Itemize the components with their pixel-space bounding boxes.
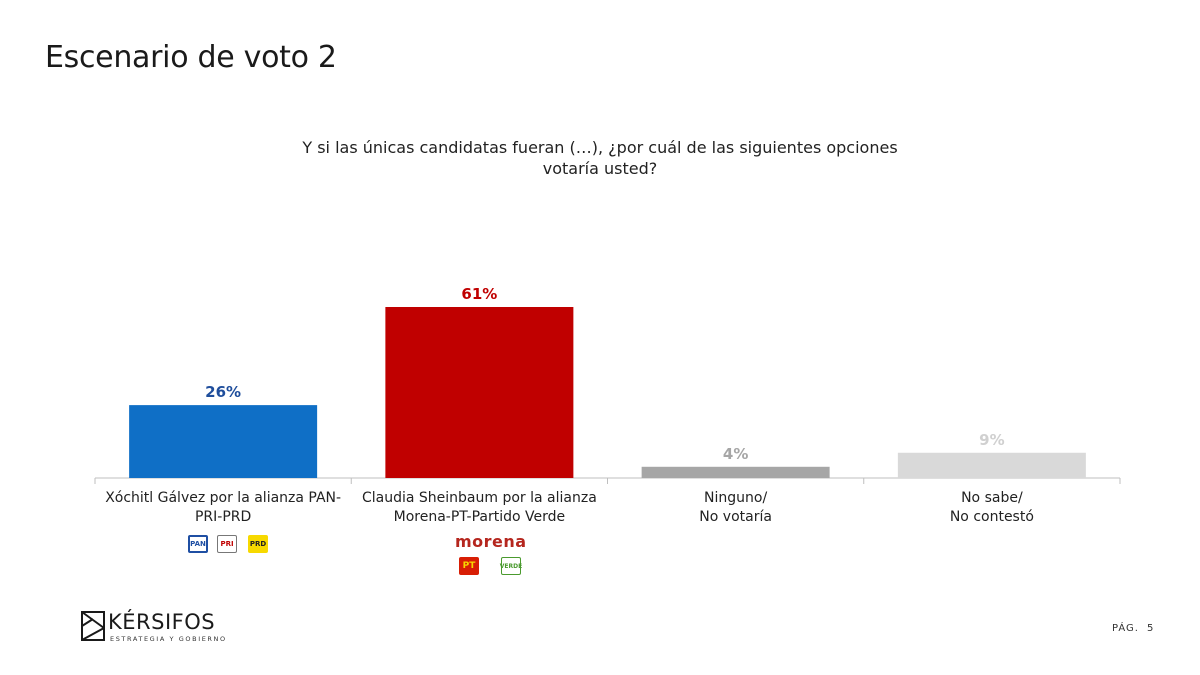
verde-logo-icon: VERDE bbox=[500, 557, 522, 575]
chart-question: Y si las únicas candidatas fueran (…), ¿… bbox=[302, 138, 898, 178]
data-label-2: 61% bbox=[461, 285, 497, 303]
category-label-2: Claudia Sheinbaum por la alianza Morena-… bbox=[361, 490, 597, 525]
page-number-value: 5 bbox=[1146, 623, 1155, 634]
data-label-4: 9% bbox=[979, 431, 1004, 449]
category-label-4: No sabe/ No contestó bbox=[949, 490, 1034, 525]
bar-2 bbox=[385, 307, 574, 478]
page-title: Escenario de voto 2 bbox=[45, 40, 337, 75]
category-label-1: Xóchitl Gálvez por la alianza PAN- PRI-P… bbox=[105, 490, 342, 525]
pan-logo-icon: PAN bbox=[188, 535, 208, 553]
pri-logo-icon: PRI bbox=[217, 535, 237, 553]
bar-4 bbox=[897, 452, 1086, 478]
kersifos-mark-icon bbox=[81, 611, 105, 641]
brand-tagline: ESTRATEGIA Y GOBIERNO bbox=[110, 635, 227, 643]
data-label-3: 4% bbox=[723, 445, 748, 463]
data-label-1: 26% bbox=[205, 383, 241, 401]
category-label-3: Ninguno/ No votaría bbox=[699, 490, 772, 525]
bar-chart: 26% 61% 4% 9% bbox=[94, 285, 1121, 484]
prd-logo-icon: PRD bbox=[248, 535, 268, 553]
bar-3 bbox=[641, 466, 830, 478]
brand-name: KÉRSIFOS bbox=[108, 610, 216, 634]
page-number: PÁG. 5 bbox=[1112, 623, 1154, 634]
morena-logo-icon: morena bbox=[455, 532, 527, 551]
bar-1 bbox=[129, 405, 318, 478]
page-label: PÁG. bbox=[1112, 623, 1139, 634]
pt-logo-icon: PT bbox=[459, 557, 479, 575]
